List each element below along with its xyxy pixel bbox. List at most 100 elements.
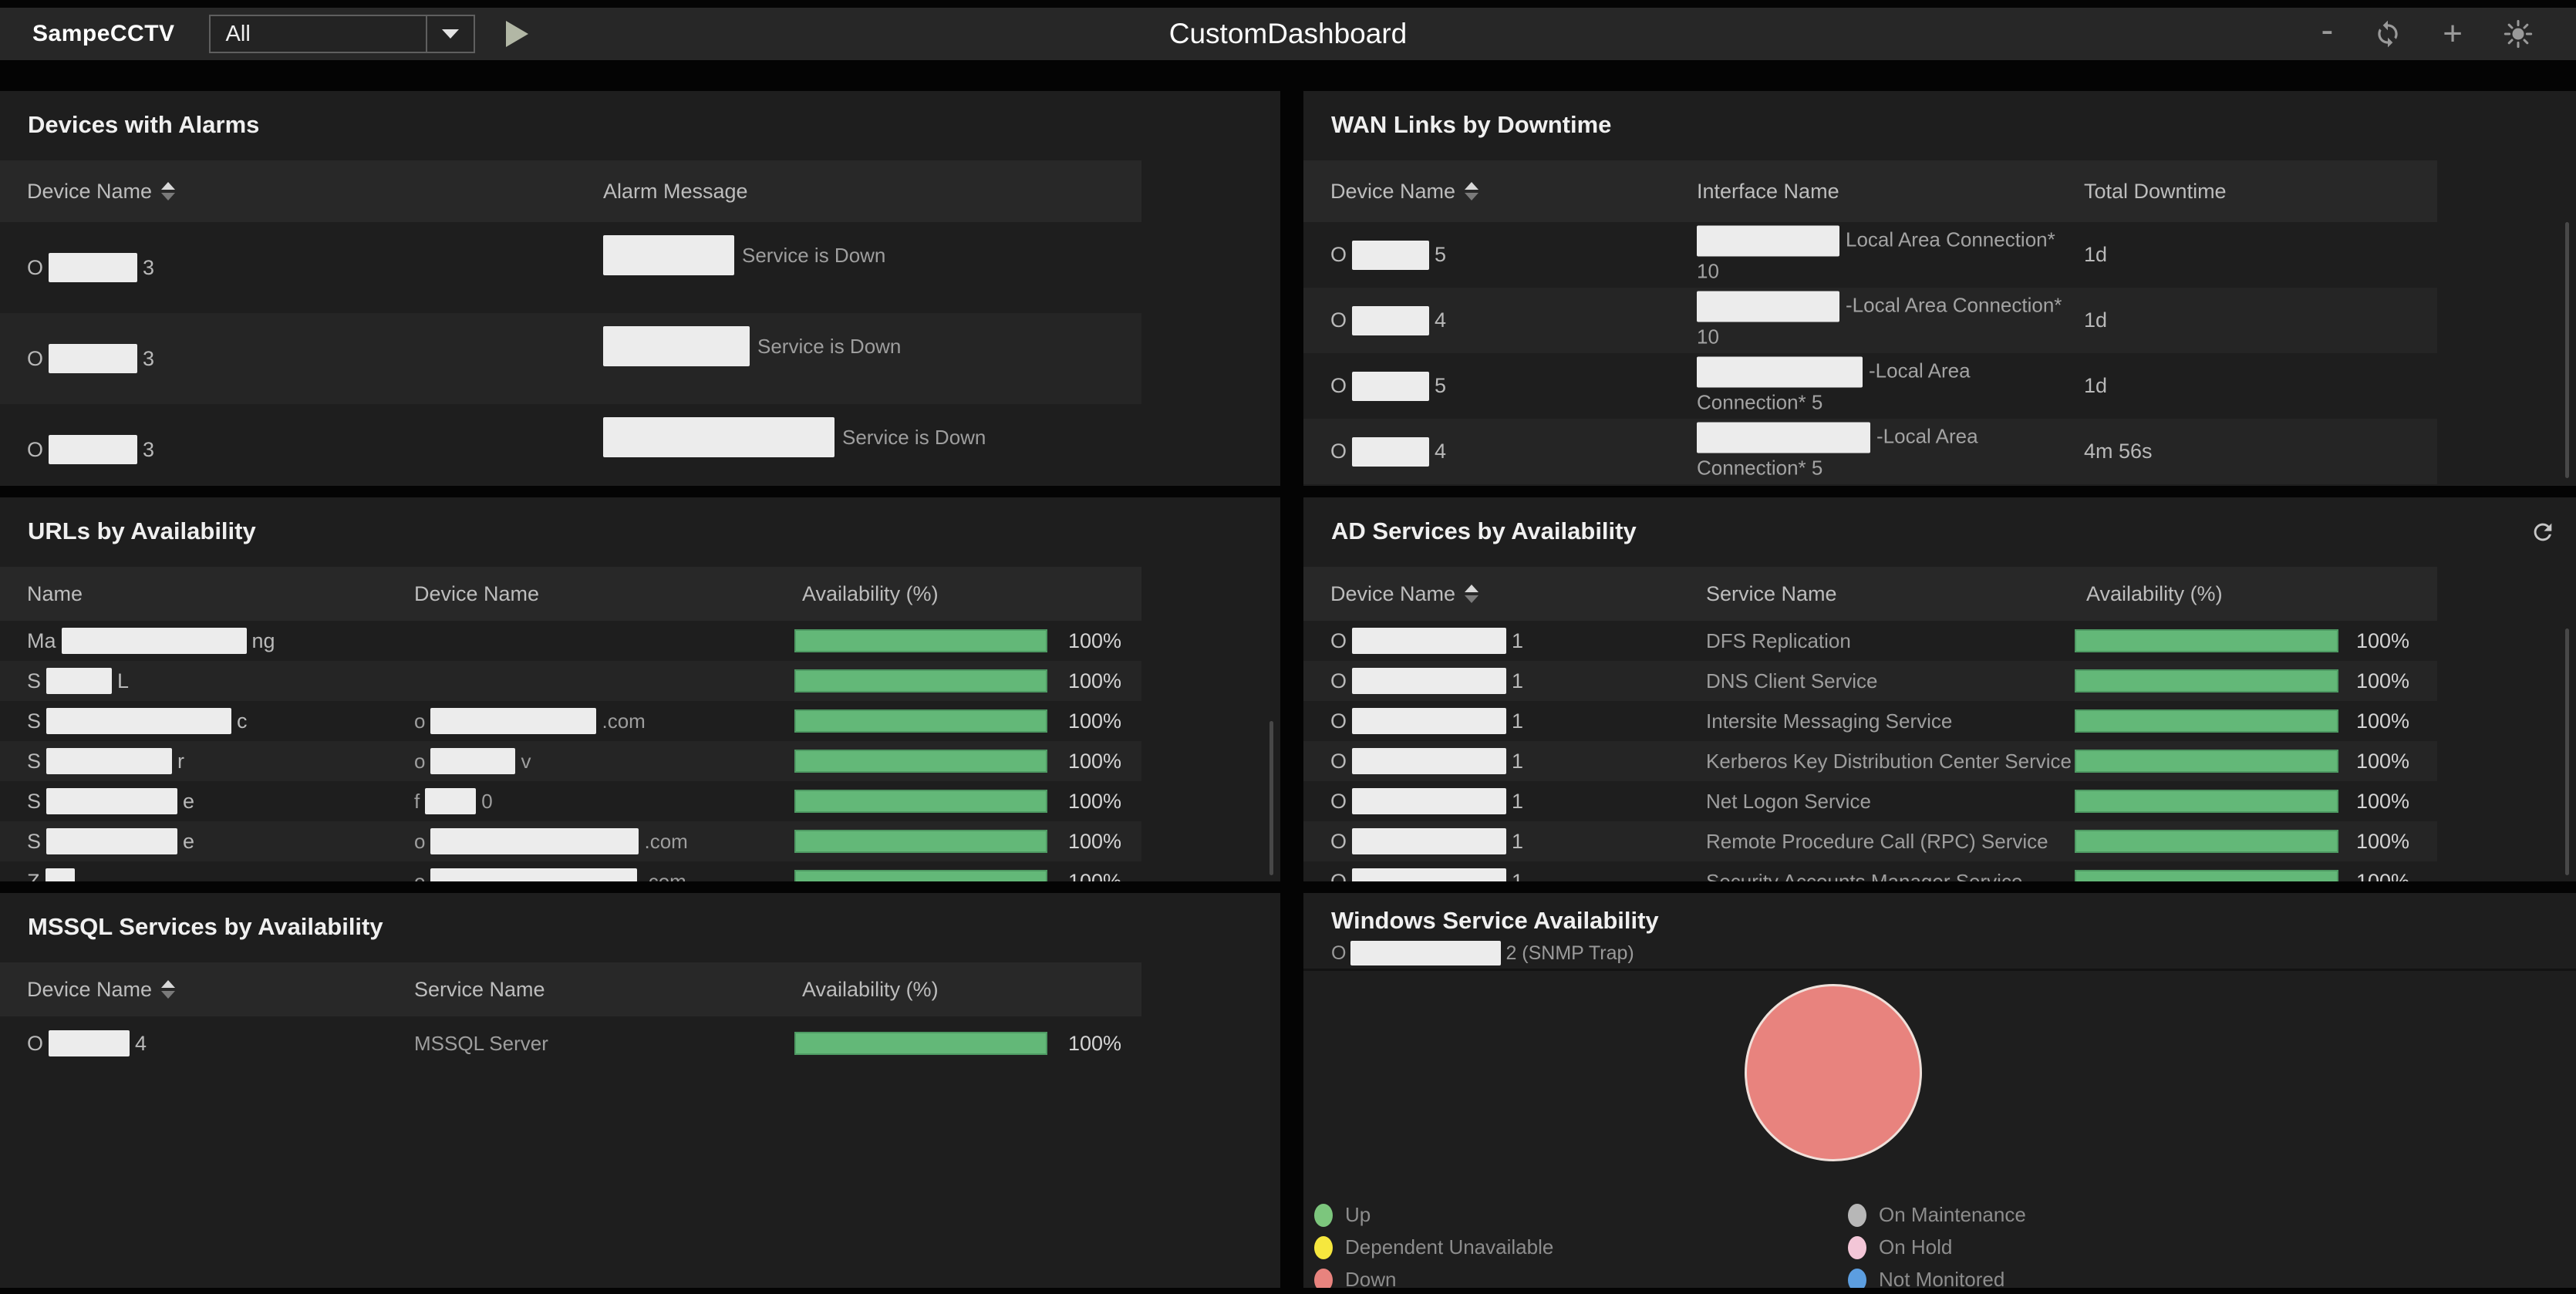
column-header-device-name[interactable]: Device Name	[27, 160, 176, 222]
scrollbar[interactable]	[2565, 628, 2569, 875]
legend-dot	[1848, 1235, 1866, 1259]
availability-bar	[794, 870, 1047, 881]
service-name: DFS Replication	[1706, 628, 1851, 652]
redacted-text	[45, 868, 75, 881]
legend-dot	[1314, 1268, 1333, 1288]
sort-icon	[1465, 585, 1479, 603]
availability-bar	[2075, 830, 2338, 853]
table-row[interactable]: Z o .com 100%	[0, 861, 1141, 881]
availability-percent: 100%	[1068, 869, 1122, 882]
add-widget-icon[interactable]: +	[2443, 15, 2463, 52]
legend-dot	[1314, 1235, 1333, 1259]
column-header-alarm-message[interactable]: Alarm Message	[603, 179, 748, 203]
scrollbar[interactable]	[1269, 721, 1273, 875]
availability-bar	[794, 1032, 1047, 1055]
column-header-device-name[interactable]: Device Name	[27, 962, 176, 1016]
dashboard-filter-dropdown[interactable]: All	[208, 15, 475, 53]
service-name: DNS Client Service	[1706, 669, 1878, 692]
table-header: Device Name Service Name Availability (%…	[1303, 567, 2437, 621]
column-header-interface-name[interactable]: Interface Name	[1697, 179, 1839, 203]
redacted-text	[1352, 828, 1507, 854]
redacted-text	[430, 868, 638, 881]
pie-chart-down-slice[interactable]	[1745, 984, 1922, 1161]
table-header: Name Device Name Availability (%)	[0, 567, 1141, 621]
legend-item-down[interactable]: Down	[1314, 1268, 1396, 1288]
scrollbar[interactable]	[2565, 222, 2569, 478]
column-header-total-downtime[interactable]: Total Downtime	[2084, 179, 2227, 203]
column-header-device-name[interactable]: Device Name	[1330, 567, 1479, 621]
panel-ad-services-by-availability: AD Services by Availability Device Name …	[1303, 497, 2576, 881]
column-header-service-name[interactable]: Service Name	[414, 977, 545, 1001]
availability-percent: 100%	[2356, 829, 2410, 853]
dropdown-caret-button[interactable]	[425, 16, 474, 52]
redacted-text	[1352, 868, 1507, 881]
redacted-text	[603, 235, 734, 275]
service-name: MSSQL Server	[414, 1031, 548, 1055]
dashboard-set-name: SampeCCTV	[32, 21, 175, 46]
brightness-sun-icon[interactable]	[2503, 19, 2534, 49]
redacted-text	[49, 344, 138, 373]
downtime-value: 1d	[2084, 374, 2108, 397]
panel-title: URLs by Availability	[28, 517, 256, 544]
redacted-text	[425, 788, 477, 814]
redacted-text	[430, 748, 516, 774]
column-header-name[interactable]: Name	[27, 581, 83, 605]
availability-bar	[794, 830, 1047, 853]
legend-item-up[interactable]: Up	[1314, 1203, 1371, 1227]
column-header-device-name[interactable]: Device Name	[414, 581, 540, 605]
column-header-availability[interactable]: Availability (%)	[802, 581, 939, 605]
column-header-device-name[interactable]: Device Name	[1330, 160, 1479, 222]
table-header: Device Name Alarm Message	[0, 160, 1141, 222]
redacted-text	[49, 1030, 130, 1056]
legend-item-not-monitored[interactable]: Not Monitored	[1848, 1268, 2004, 1288]
availability-bar	[794, 750, 1047, 773]
sort-icon	[161, 182, 176, 201]
service-name: Intersite Messaging Service	[1706, 709, 1953, 733]
column-header-service-name[interactable]: Service Name	[1706, 581, 1837, 605]
toolbar-actions: - +	[2321, 10, 2534, 52]
column-header-availability[interactable]: Availability (%)	[2086, 581, 2223, 605]
availability-percent: 100%	[1068, 628, 1122, 652]
availability-bar	[2075, 790, 2338, 813]
redacted-text	[603, 417, 835, 457]
legend-item-on-maintenance[interactable]: On Maintenance	[1848, 1203, 2026, 1227]
redacted-text	[1697, 291, 1839, 322]
redacted-text	[1352, 240, 1430, 270]
redacted-text	[1697, 422, 1870, 453]
legend-item-dependent-unavailable[interactable]: Dependent Unavailable	[1314, 1235, 1553, 1259]
collapse-icon[interactable]: -	[2321, 10, 2334, 51]
table-row[interactable]: Ma ng 100%	[0, 621, 1141, 661]
legend-item-on-hold[interactable]: On Hold	[1848, 1235, 1952, 1259]
redacted-text	[1697, 225, 1839, 257]
redacted-text	[49, 253, 138, 282]
availability-percent: 100%	[2356, 749, 2410, 773]
play-slideshow-icon[interactable]	[505, 21, 528, 47]
refresh-icon[interactable]	[2373, 19, 2402, 49]
table-header: Device Name Interface Name Total Downtim…	[1303, 160, 2437, 222]
widget-refresh-icon[interactable]	[2530, 519, 2556, 545]
column-header-availability[interactable]: Availability (%)	[802, 977, 939, 1001]
downtime-value: 1d	[2084, 308, 2108, 332]
